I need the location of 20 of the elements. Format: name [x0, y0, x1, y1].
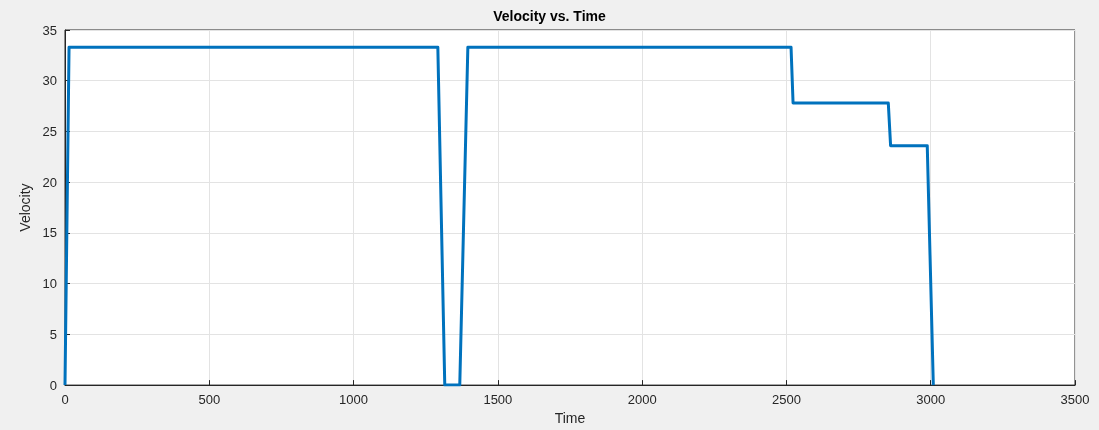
- x-tick-label: 1500: [483, 392, 513, 408]
- y-axis-title: Velocity: [16, 183, 33, 232]
- x-tick-label: 2000: [627, 392, 657, 408]
- y-tick-label: 25: [42, 123, 57, 139]
- line-series: [63, 45, 935, 387]
- x-tick-label: 2500: [771, 392, 801, 408]
- y-tick-label: 15: [42, 225, 57, 241]
- y-tick-label: 35: [42, 22, 57, 38]
- chart-title: Velocity vs. Time: [493, 8, 606, 24]
- x-tick-label: 0: [61, 392, 69, 408]
- x-tick-label: 500: [198, 392, 221, 408]
- y-tick-label: 0: [49, 377, 57, 393]
- x-tick-label: 3500: [1060, 392, 1090, 408]
- x-axis-title: Time: [554, 410, 586, 426]
- x-tick-label: 1000: [339, 392, 369, 408]
- x-tick-label: 3000: [916, 392, 946, 408]
- y-tick-label: 20: [42, 174, 57, 190]
- y-tick-label: 10: [42, 276, 57, 292]
- y-tick-label: 5: [49, 326, 57, 342]
- y-tick-label: 30: [42, 73, 57, 89]
